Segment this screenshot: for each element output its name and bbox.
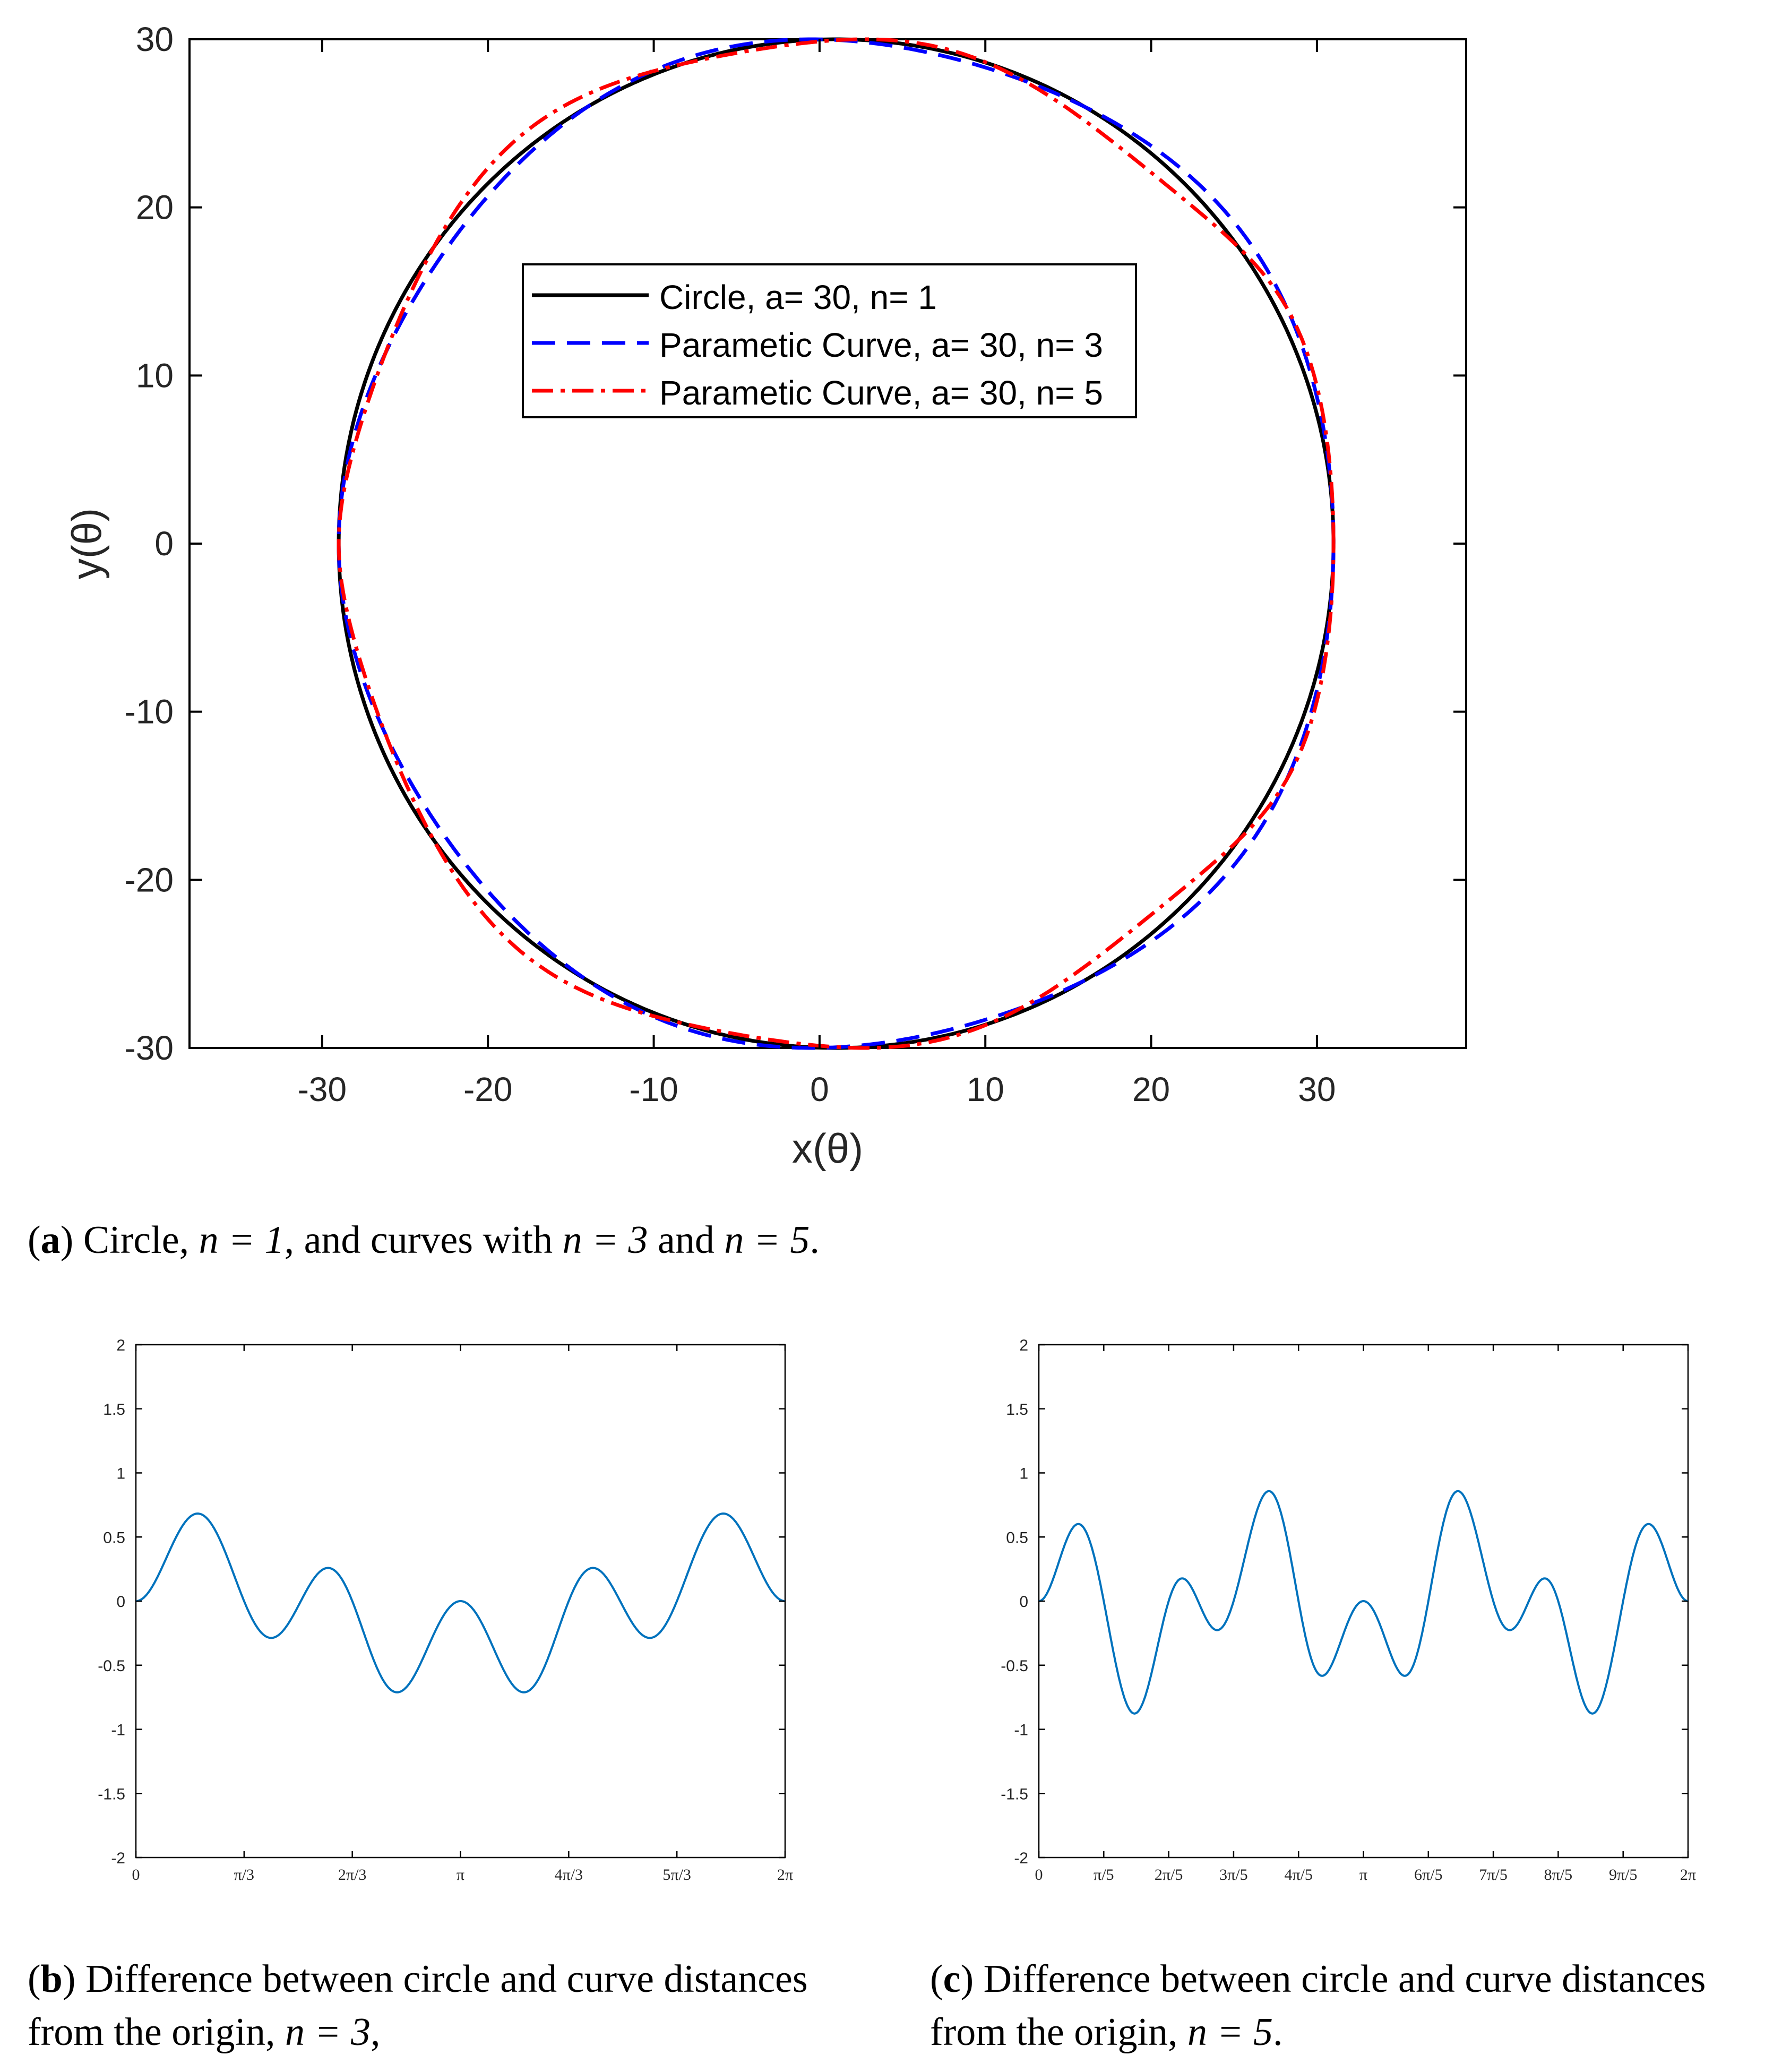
caption-a-text: Circle, (73, 1218, 199, 1262)
panel-a-x-tick-label: -10 (629, 1070, 678, 1108)
legend-entry-n5: Parametic Curve, a= 30, n= 5 (659, 374, 1103, 412)
panel-c-y-tick-label: -1.5 (1001, 1785, 1028, 1803)
panel-b-x-tick-label: 4π/3 (555, 1866, 583, 1884)
panel-c-difference-line (1038, 1490, 1689, 1715)
panel-c-y-tick-label: 1 (1019, 1465, 1028, 1483)
caption-c: (c) Difference between circle and curve … (930, 1957, 1706, 2054)
caption-a: (a) Circle, n = 1, and curves with n = 3… (28, 1218, 820, 1262)
legend-entry-circle: Circle, a= 30, n= 1 (659, 278, 937, 316)
panel-c-x-tick-label: 4π/5 (1284, 1866, 1312, 1884)
panel-b: 0 π/3 2π/3 π 4π/3 5π/3 2π -2 -1.5 -1 -0.5 0 0.5 1 1.5 2 (98, 1337, 793, 1884)
panel-a-x-tick-label: -20 (463, 1070, 513, 1108)
panel-c-x-tick-label: 7π/5 (1479, 1866, 1507, 1884)
panel-b-y-tick-label: -1.5 (98, 1785, 125, 1803)
panel-c-x-tick-label: 9π/5 (1609, 1866, 1637, 1884)
caption-a-text-3: and (648, 1218, 725, 1262)
caption-b-math: n = 3 (285, 2010, 371, 2054)
panel-a-y-tick-label: 30 (136, 20, 174, 58)
panel-c-x-tick-label: π (1359, 1866, 1367, 1884)
panel-c-x-tick-label: 0 (1035, 1866, 1043, 1884)
panel-c: 0 π/5 2π/5 3π/5 4π/5 π 6π/5 7π/5 8π/5 9π/5 2π -2 -1.… (1001, 1337, 1696, 1884)
panel-c-y-tick-label: -1 (1014, 1722, 1028, 1739)
panel-c-y-tick-label: 0 (1019, 1593, 1028, 1611)
panel-c-curves (1038, 1490, 1689, 1715)
panel-a-y-tick-label: -20 (125, 861, 174, 899)
panel-b-x-tick-label: 2π/3 (338, 1866, 366, 1884)
panel-a-x-tick-label: 20 (1132, 1070, 1170, 1108)
panel-b-y-tick-label: 2 (116, 1337, 125, 1354)
panel-c-y-tick-label: 0.5 (1006, 1529, 1028, 1546)
panel-a-x-tick-label: 10 (967, 1070, 1004, 1108)
panel-b-y-tick-label: -0.5 (98, 1657, 125, 1675)
legend-entry-n3: Parametic Curve, a= 30, n= 3 (659, 326, 1103, 364)
panel-c-y-tick-label: -0.5 (1001, 1657, 1028, 1675)
caption-b: (b) Difference between circle and curve … (28, 1957, 808, 2054)
panel-a-y-axis-label: y(θ) (63, 508, 110, 579)
panel-a-y-tick-label: 10 (136, 356, 174, 394)
panel-b-x-tick-label: π (457, 1866, 464, 1884)
panel-b-y-tick-label: 1.5 (103, 1401, 125, 1418)
panel-b-y-tick-label: 0.5 (103, 1529, 125, 1546)
panel-a-axes-frame (188, 38, 1467, 1049)
panel-b-x-tick-label: 2π (777, 1866, 793, 1884)
panel-a-y-tick-label: 20 (136, 188, 174, 227)
panel-a-x-tick-label: 0 (810, 1070, 829, 1108)
panel-a-series-n3 (337, 37, 1336, 1050)
panel-a-series-n5 (337, 37, 1336, 1050)
panel-a-legend: Circle, a= 30, n= 1 Parametic Curve, a= … (522, 263, 1137, 418)
panel-b-x-tick-label: π/3 (234, 1866, 254, 1884)
panel-c-x-tick-label: 3π/5 (1219, 1866, 1247, 1884)
panel-c-x-tick-label: 8π/5 (1544, 1866, 1572, 1884)
panel-c-y-tick-label: 2 (1019, 1337, 1028, 1354)
panel-a-x-tick-label: -30 (298, 1070, 347, 1108)
panel-c-x-tick-label: 2π/5 (1155, 1866, 1183, 1884)
panel-c-ticks: 0 π/5 2π/5 3π/5 4π/5 π 6π/5 7π/5 8π/5 9π/5 2π -2 -1.… (1001, 1337, 1696, 1884)
caption-a-math-3: n = 5 (724, 1218, 810, 1262)
caption-a-text-2: , and curves with (284, 1218, 563, 1262)
panel-b-difference-line (136, 1512, 785, 1693)
panel-a-x-axis-label: x(θ) (792, 1125, 863, 1172)
panel-c-y-tick-label: 1.5 (1006, 1401, 1028, 1418)
panel-c-y-tick-label: -2 (1014, 1850, 1028, 1867)
panel-a: -30 -20 -10 0 10 20 30 -30 -20 -10 0 10 20 30 x(θ) y(… (63, 20, 1467, 1172)
caption-a-math-2: n = 3 (562, 1218, 648, 1262)
caption-c-math: n = 5 (1187, 2010, 1273, 2054)
caption-b-label: b (40, 1957, 63, 2001)
caption-a-label: a (40, 1218, 61, 1262)
panel-c-x-tick-label: π/5 (1094, 1866, 1114, 1884)
panel-b-ticks: 0 π/3 2π/3 π 4π/3 5π/3 2π -2 -1.5 -1 -0.5 0 0.5 1 1.5 2 (98, 1337, 793, 1884)
panel-a-y-tick-label: -10 (125, 693, 174, 731)
caption-b-line-1: Difference between circle and curve dist… (75, 1957, 808, 2001)
panel-a-ticks: -30 -20 -10 0 10 20 30 -30 -20 -10 0 10 20 30 (125, 20, 1466, 1108)
panel-a-y-tick-label: -30 (125, 1029, 174, 1067)
panel-b-y-tick-label: 0 (116, 1593, 125, 1611)
caption-c-label: c (943, 1957, 961, 2001)
panel-a-x-tick-label: 30 (1298, 1070, 1336, 1108)
caption-c-line-1: Difference between circle and curve dist… (974, 1957, 1706, 2001)
caption-a-math-1: n = 1 (199, 1218, 285, 1262)
panel-a-curves (337, 37, 1336, 1050)
panel-b-y-tick-label: -1 (111, 1722, 125, 1739)
panel-b-x-tick-label: 0 (132, 1866, 140, 1884)
panel-a-y-tick-label: 0 (154, 525, 174, 563)
panel-b-y-tick-label: 1 (116, 1465, 125, 1483)
caption-b-line-2-end: , (370, 2010, 381, 2054)
panel-c-x-tick-label: 2π (1680, 1866, 1696, 1884)
panel-b-x-tick-label: 5π/3 (662, 1866, 691, 1884)
caption-c-line-2-end: . (1272, 2010, 1283, 2054)
panel-c-x-tick-label: 6π/5 (1414, 1866, 1442, 1884)
panel-b-y-tick-label: -2 (111, 1850, 125, 1867)
caption-c-line-2: from the origin, (930, 2010, 1188, 2054)
panel-b-curves (136, 1512, 785, 1693)
caption-b-line-2: from the origin, (28, 2010, 286, 2054)
caption-a-text-4: . (810, 1218, 820, 1262)
